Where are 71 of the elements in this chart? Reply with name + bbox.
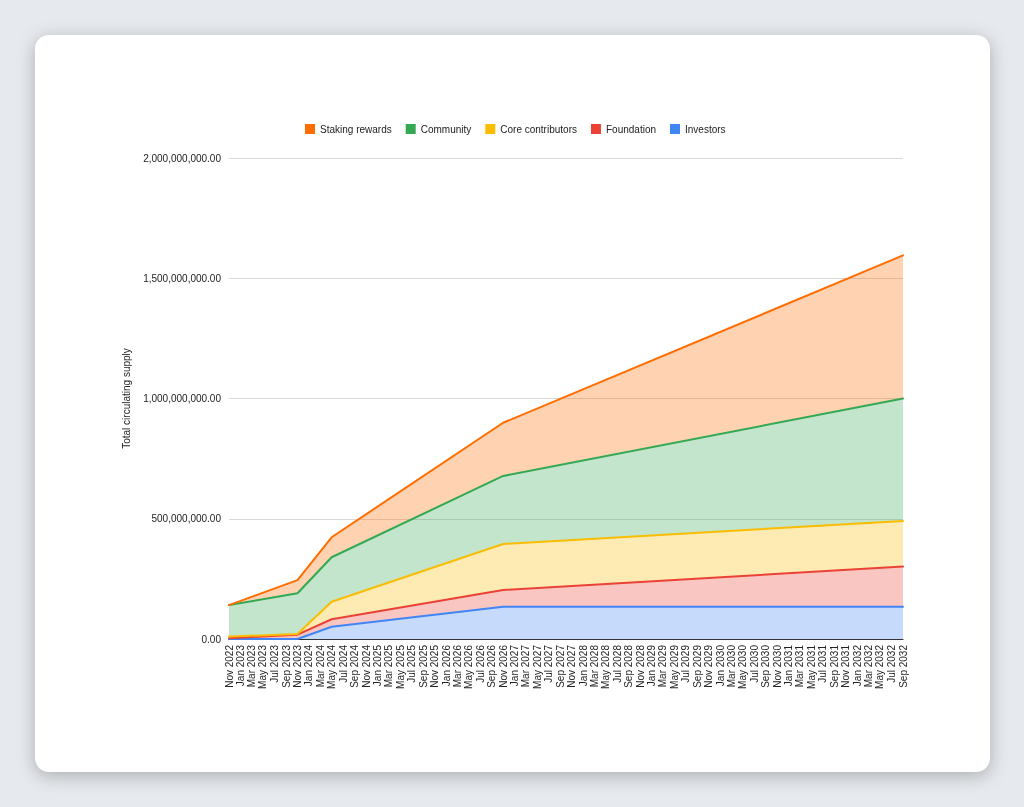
x-tick-label: Nov 2028 xyxy=(634,644,646,688)
x-tick-label: Sep 2025 xyxy=(417,644,429,688)
legend-label: Foundation xyxy=(605,123,657,135)
x-tick-label: Sep 2030 xyxy=(760,644,772,688)
y-tick-label: 500,000,000.00 xyxy=(151,513,222,525)
x-tick-label: Sep 2024 xyxy=(349,644,361,688)
x-tick-label: Jan 2030 xyxy=(714,644,726,687)
legend-label: Community xyxy=(420,123,472,135)
x-tick-label: Jul 2026 xyxy=(474,644,486,683)
x-tick-label: Mar 2029 xyxy=(657,644,669,688)
x-tick-label: Jul 2032 xyxy=(885,644,897,683)
x-tick-label: Nov 2027 xyxy=(566,644,578,688)
x-tick-label: Nov 2023 xyxy=(291,644,303,688)
x-tick-label: May 2031 xyxy=(805,644,817,689)
x-tick-label: Nov 2024 xyxy=(360,644,372,688)
x-tick-label: May 2028 xyxy=(600,644,612,689)
x-tick-label: Nov 2026 xyxy=(497,644,509,688)
x-tick-label: Jan 2028 xyxy=(577,644,589,687)
x-tick-label: Sep 2023 xyxy=(280,644,292,688)
x-tick-label: May 2030 xyxy=(737,644,749,689)
x-tick-label: Jan 2024 xyxy=(303,644,315,687)
x-tick-label: Nov 2025 xyxy=(429,644,441,688)
x-tick-label: Sep 2028 xyxy=(623,644,635,688)
x-tick-label: May 2032 xyxy=(874,644,886,689)
y-axis-title: Total circulating supply xyxy=(120,348,132,449)
x-tick-label: Sep 2029 xyxy=(691,644,703,688)
x-tick-label: Mar 2031 xyxy=(794,644,806,688)
y-tick-label: 1,500,000,000.00 xyxy=(143,272,222,284)
x-tick-label: Jan 2027 xyxy=(509,644,521,687)
x-tick-label: Jul 2025 xyxy=(406,644,418,683)
x-tick-label: Mar 2025 xyxy=(383,644,395,688)
x-tick-label: Nov 2022 xyxy=(223,644,235,688)
x-tick-label: Nov 2030 xyxy=(771,644,783,688)
x-tick-label: Nov 2029 xyxy=(703,644,715,688)
x-tick-label: May 2024 xyxy=(326,644,338,689)
legend-label: Staking rewards xyxy=(320,123,392,135)
x-tick-label: May 2025 xyxy=(394,644,406,689)
y-tick-label: 0.00 xyxy=(201,633,222,645)
x-tick-label: Mar 2026 xyxy=(451,644,463,688)
x-tick-label: Sep 2026 xyxy=(486,644,498,688)
x-tick-label: Jul 2031 xyxy=(817,644,829,683)
x-tick-label: Mar 2023 xyxy=(246,644,258,688)
x-tick-label: Jan 2032 xyxy=(851,644,863,687)
x-tick-label: Jan 2025 xyxy=(372,644,384,687)
x-tick-label: Jan 2029 xyxy=(646,644,658,687)
x-tick-label: May 2023 xyxy=(257,644,269,689)
x-tick-label: Jul 2027 xyxy=(543,644,555,683)
x-tick-label: May 2029 xyxy=(668,644,680,689)
y-tick-label: 2,000,000,000.00 xyxy=(143,152,222,164)
x-tick-label: Jan 2031 xyxy=(783,644,795,687)
x-tick-label: May 2026 xyxy=(463,644,475,689)
legend-label: Core contributors xyxy=(500,123,577,135)
x-tick-label: Nov 2031 xyxy=(840,644,852,688)
x-tick-label: Sep 2027 xyxy=(554,644,566,688)
x-tick-label: Sep 2032 xyxy=(897,644,909,688)
x-tick-label: Jul 2024 xyxy=(337,644,349,683)
x-tick-label: Jul 2028 xyxy=(611,644,623,683)
x-tick-label: Mar 2028 xyxy=(588,644,600,688)
x-tick-label: Mar 2030 xyxy=(725,644,737,688)
x-tick-label: Mar 2032 xyxy=(862,644,874,688)
x-tick-label: Sep 2031 xyxy=(828,644,840,688)
x-tick-label: Jan 2023 xyxy=(234,644,246,687)
x-tick-label: Jul 2023 xyxy=(268,644,280,683)
x-tick-label: Mar 2024 xyxy=(314,644,326,688)
x-tick-label: Jan 2026 xyxy=(440,644,452,687)
x-tick-label: Mar 2027 xyxy=(520,644,532,688)
x-tick-label: Jul 2029 xyxy=(680,644,692,683)
x-tick-label: Jul 2030 xyxy=(748,644,760,683)
y-tick-label: 1,000,000,000.00 xyxy=(143,393,222,404)
legend-label: Investors xyxy=(685,123,726,135)
x-tick-label: May 2027 xyxy=(531,644,543,689)
